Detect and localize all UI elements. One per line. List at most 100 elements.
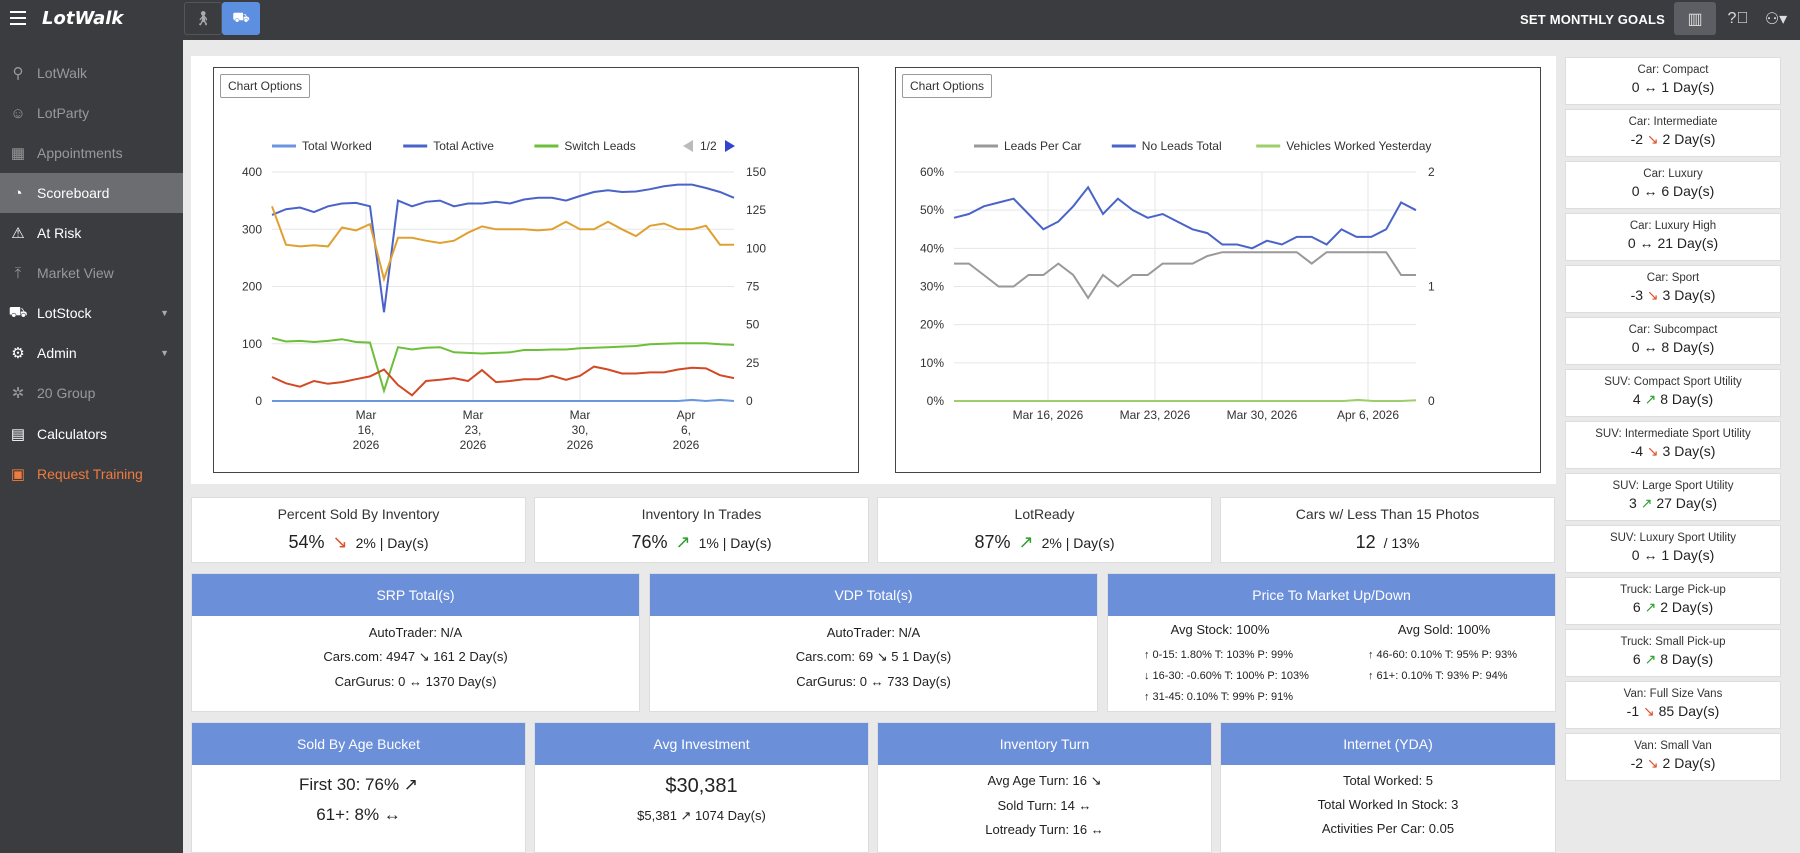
chart-icon[interactable]: ▥ [1674,2,1716,35]
chart-options-button[interactable]: Chart Options [902,74,993,98]
segment-card[interactable]: SUV: Large Sport Utility 3 ↗ 27 Day(s) [1565,473,1781,521]
vdp-cargurus: CarGurus: 0 ↔ 733 Day(s) [796,674,951,689]
segment-name: Car: Luxury [1643,168,1703,180]
y-tick-label: 200 [242,280,262,294]
hamburger-icon[interactable] [10,11,26,27]
kpi-detail: / 13% [1383,535,1420,551]
people-icon[interactable]: ⚇▾ [1764,10,1788,28]
app-logo[interactable]: LotWalk [42,8,124,29]
segment-days: 85 Day(s) [1658,703,1720,719]
segment-card[interactable]: Van: Full Size Vans -1 ↘ 85 Day(s) [1565,681,1781,729]
nav-icon: ✲ [11,385,25,402]
series-line [954,251,1416,300]
y2-tick-label: 100 [746,241,766,255]
y-tick-label: 400 [242,165,262,179]
trend-icon: ↗ [1644,599,1657,615]
trend-icon: ↔ [1643,339,1658,355]
segment-card[interactable]: Car: Compact 0 ↔ 1 Day(s) [1565,57,1781,105]
sidebar-item-label: Admin [37,345,77,361]
series-line [953,185,1417,250]
legend-item: Total Worked [302,139,372,153]
segment-card[interactable]: SUV: Compact Sport Utility 4 ↗ 8 Day(s) [1565,369,1781,417]
walk-mode-button[interactable]: 🚶︎ [184,2,222,35]
segment-delta: -2 [1630,755,1644,771]
segment-card[interactable]: SUV: Intermediate Sport Utility -4 ↘ 3 D… [1565,421,1781,469]
sidebar-item-market-view[interactable]: ⤒ Market View [0,253,183,293]
segment-delta: 0 [1631,79,1640,95]
kpi-card: Inventory In Trades 76% ↗ 1% | Day(s) [534,497,869,563]
segment-name: SUV: Luxury Sport Utility [1609,532,1737,544]
segment-days: 1 Day(s) [1661,547,1715,563]
x-tick-label: 23, [465,423,482,437]
y-tick-label: 100 [242,337,262,351]
trend-icon: ↗ [1644,391,1657,407]
price-to-market-card: Price To Market Up/Down Avg Stock: 100% … [1107,573,1556,712]
segment-card[interactable]: Truck: Small Pick-up 6 ↗ 8 Day(s) [1565,629,1781,677]
sidebar-item-admin[interactable]: ⚙ Admin ▼ [0,333,183,373]
kpi-detail: 2% | Day(s) [355,535,429,551]
y-tick-label: 300 [242,222,262,236]
sidebar-item-appointments[interactable]: ▦ Appointments [0,133,183,173]
sidebar-item-calculators[interactable]: ▤ Calculators [0,414,183,454]
srp-autotrader: AutoTrader: N/A [368,625,463,640]
chart-frame-2: Chart Options 0% 10% 20% 30% 40% 50% 60% 0 1 2 Mar… [895,67,1541,473]
kpi-card: LotReady 87% ↗ 2% | Day(s) [877,497,1212,563]
segment-delta: -2 [1630,131,1644,147]
segment-delta: 0 [1631,183,1640,199]
trend-up-icon: ↗ [675,532,691,552]
segment-card[interactable]: SUV: Luxury Sport Utility 0 ↔ 1 Day(s) [1565,525,1781,573]
inventory-turn-title: Inventory Turn [878,723,1211,765]
nav-icon: ◔ [13,184,23,202]
sidebar-item-20-group[interactable]: ✲ 20 Group [0,373,183,413]
sidebar-item-lotstock[interactable]: ⛟ LotStock ▼ [0,293,183,333]
y2-tick-label: 0 [746,394,753,408]
sidebar-item-lotparty[interactable]: ☺ LotParty [0,93,183,133]
segment-card[interactable]: Car: Intermediate -2 ↘ 2 Day(s) [1565,109,1781,157]
segment-card[interactable]: Car: Subcompact 0 ↔ 8 Day(s) [1565,317,1781,365]
kpi-title: LotReady [1014,506,1075,522]
segment-delta: 4 [1632,391,1641,407]
trend-icon: ↔ [1639,235,1654,251]
kpi-detail: 2% | Day(s) [1041,535,1115,551]
kpi-value: 12 [1355,532,1376,552]
trend-icon: ↗ [1640,495,1653,511]
segment-name: Car: Intermediate [1628,116,1718,128]
activities-per-car: Activities Per Car: 0.05 [1321,821,1455,836]
x-tick-label: 2026 [353,438,380,452]
total-worked: Total Worked: 5 [1342,773,1434,788]
avg-investment-card: Avg Investment $30,381 $5,381 ↗ 1074 Day… [534,722,869,853]
chart-options-button[interactable]: Chart Options [220,74,311,98]
segment-card[interactable]: Van: Small Van -2 ↘ 2 Day(s) [1565,733,1781,781]
y-tick-label: 30% [920,280,944,294]
sold-turn: Sold Turn: 14 ↔ [997,798,1092,813]
sold-age-title: Sold By Age Bucket [192,723,525,765]
series-line [272,398,735,403]
segment-name: SUV: Compact Sport Utility [1604,376,1742,388]
segment-days: 8 Day(s) [1661,339,1715,355]
y2-tick-label: 75 [746,280,760,294]
sidebar-item-label: Scoreboard [37,185,110,201]
y-tick-label: 0 [255,394,262,408]
sidebar-item-at-risk[interactable]: ⚠ At Risk [0,213,183,253]
car-mode-button[interactable]: ⛟ [222,2,260,35]
set-monthly-goals-button[interactable]: SET MONTHLY GOALS [1520,12,1665,27]
segment-card[interactable]: Car: Sport -3 ↘ 3 Day(s) [1565,265,1781,313]
sidebar-item-lotwalk[interactable]: ⚲ LotWalk [0,53,183,93]
legend-item: No Leads Total [1142,139,1222,153]
sidebar-item-request-training[interactable]: ▣ Request Training [0,454,183,494]
sidebar-item-scoreboard[interactable]: ◔ Scoreboard [0,173,183,213]
help-icon[interactable]: ?⃝ [1727,9,1749,27]
trend-icon: ↔ [1643,183,1658,199]
nav-icon: ⛟ [8,303,28,321]
segment-card[interactable]: Car: Luxury 0 ↔ 6 Day(s) [1565,161,1781,209]
trend-icon: ↘ [1643,703,1655,719]
ptm-bucket: ↑ 0-15: 1.80% T: 103% P: 99% [1144,649,1293,661]
x-tick-label: 6, [681,423,691,437]
pager-label: 1/2 [700,139,717,153]
next-page-icon [725,140,735,152]
segment-name: Car: Sport [1646,272,1700,284]
total-worked-in-stock: Total Worked In Stock: 3 [1317,797,1459,812]
y2-tick-label: 0 [1428,394,1435,408]
segment-card[interactable]: Car: Luxury High 0 ↔ 21 Day(s) [1565,213,1781,261]
segment-card[interactable]: Truck: Large Pick-up 6 ↗ 2 Day(s) [1565,577,1781,625]
